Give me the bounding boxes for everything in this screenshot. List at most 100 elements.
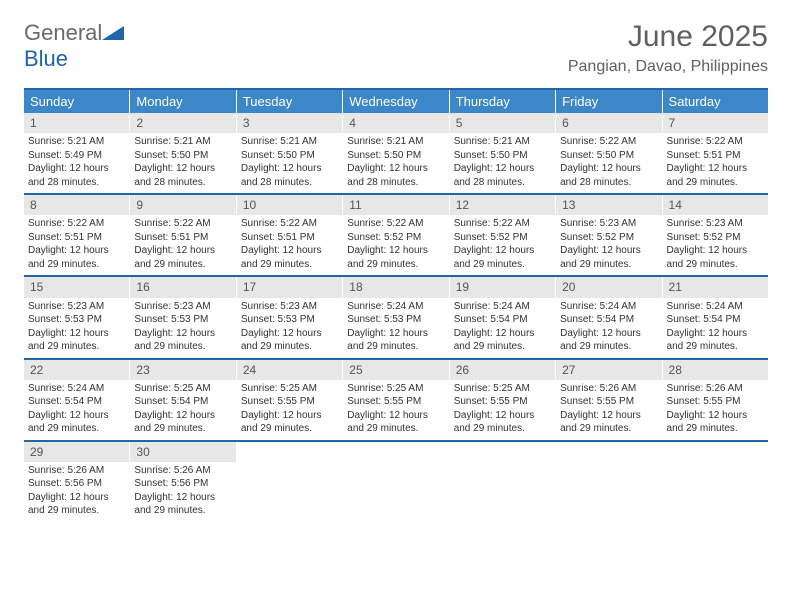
sunset-text: Sunset: 5:55 PM (454, 395, 551, 409)
sunset-text: Sunset: 5:54 PM (28, 395, 125, 409)
day-body: Sunrise: 5:22 AMSunset: 5:52 PMDaylight:… (450, 215, 555, 275)
sunrise-text: Sunrise: 5:21 AM (454, 135, 551, 149)
day-body: Sunrise: 5:22 AMSunset: 5:51 PMDaylight:… (663, 133, 768, 193)
sunset-text: Sunset: 5:54 PM (560, 313, 657, 327)
sunrise-text: Sunrise: 5:26 AM (667, 382, 764, 396)
day-cell: 24Sunrise: 5:25 AMSunset: 5:55 PMDayligh… (237, 360, 343, 440)
daylight-text: Daylight: 12 hours and 29 minutes. (667, 409, 764, 436)
day-cell: 20Sunrise: 5:24 AMSunset: 5:54 PMDayligh… (556, 277, 662, 357)
day-number: 1 (24, 113, 129, 133)
sunrise-text: Sunrise: 5:25 AM (241, 382, 338, 396)
week-row: 15Sunrise: 5:23 AMSunset: 5:53 PMDayligh… (24, 277, 768, 359)
day-number: 6 (556, 113, 661, 133)
day-cell: 6Sunrise: 5:22 AMSunset: 5:50 PMDaylight… (556, 113, 662, 193)
day-cell: 25Sunrise: 5:25 AMSunset: 5:55 PMDayligh… (343, 360, 449, 440)
day-cell: 13Sunrise: 5:23 AMSunset: 5:52 PMDayligh… (556, 195, 662, 275)
daylight-text: Daylight: 12 hours and 28 minutes. (347, 162, 444, 189)
day-body: Sunrise: 5:21 AMSunset: 5:49 PMDaylight:… (24, 133, 129, 193)
sunset-text: Sunset: 5:49 PM (28, 149, 125, 163)
day-cell: 5Sunrise: 5:21 AMSunset: 5:50 PMDaylight… (450, 113, 556, 193)
sunrise-text: Sunrise: 5:23 AM (560, 217, 657, 231)
day-number: 3 (237, 113, 342, 133)
day-number: 29 (24, 442, 129, 462)
daylight-text: Daylight: 12 hours and 28 minutes. (560, 162, 657, 189)
daylight-text: Daylight: 12 hours and 29 minutes. (241, 409, 338, 436)
day-body: Sunrise: 5:26 AMSunset: 5:55 PMDaylight:… (556, 380, 661, 440)
sunset-text: Sunset: 5:55 PM (667, 395, 764, 409)
week-row: 29Sunrise: 5:26 AMSunset: 5:56 PMDayligh… (24, 442, 768, 522)
day-number: 7 (663, 113, 768, 133)
day-cell: 15Sunrise: 5:23 AMSunset: 5:53 PMDayligh… (24, 277, 130, 357)
sunrise-text: Sunrise: 5:26 AM (560, 382, 657, 396)
day-number: 18 (343, 277, 448, 297)
calendar: SundayMondayTuesdayWednesdayThursdayFrid… (24, 88, 768, 522)
day-body: Sunrise: 5:22 AMSunset: 5:52 PMDaylight:… (343, 215, 448, 275)
day-number: 4 (343, 113, 448, 133)
sunrise-text: Sunrise: 5:22 AM (134, 217, 231, 231)
sunset-text: Sunset: 5:52 PM (454, 231, 551, 245)
sunset-text: Sunset: 5:51 PM (667, 149, 764, 163)
day-number: 25 (343, 360, 448, 380)
daylight-text: Daylight: 12 hours and 28 minutes. (454, 162, 551, 189)
day-cell: 8Sunrise: 5:22 AMSunset: 5:51 PMDaylight… (24, 195, 130, 275)
day-body: Sunrise: 5:25 AMSunset: 5:55 PMDaylight:… (237, 380, 342, 440)
daylight-text: Daylight: 12 hours and 29 minutes. (560, 327, 657, 354)
daylight-text: Daylight: 12 hours and 28 minutes. (134, 162, 231, 189)
day-body: Sunrise: 5:24 AMSunset: 5:53 PMDaylight:… (343, 298, 448, 358)
sunset-text: Sunset: 5:50 PM (560, 149, 657, 163)
sunrise-text: Sunrise: 5:22 AM (241, 217, 338, 231)
sunrise-text: Sunrise: 5:24 AM (454, 300, 551, 314)
day-number: 11 (343, 195, 448, 215)
day-header: Thursday (450, 90, 556, 113)
day-body: Sunrise: 5:23 AMSunset: 5:52 PMDaylight:… (663, 215, 768, 275)
day-cell: 19Sunrise: 5:24 AMSunset: 5:54 PMDayligh… (450, 277, 556, 357)
sunset-text: Sunset: 5:53 PM (134, 313, 231, 327)
day-cell: 3Sunrise: 5:21 AMSunset: 5:50 PMDaylight… (237, 113, 343, 193)
daylight-text: Daylight: 12 hours and 29 minutes. (134, 244, 231, 271)
day-header-row: SundayMondayTuesdayWednesdayThursdayFrid… (24, 90, 768, 113)
sunrise-text: Sunrise: 5:26 AM (28, 464, 125, 478)
daylight-text: Daylight: 12 hours and 29 minutes. (667, 244, 764, 271)
day-cell-empty (237, 442, 343, 522)
sunrise-text: Sunrise: 5:24 AM (347, 300, 444, 314)
month-title: June 2025 (568, 20, 768, 54)
daylight-text: Daylight: 12 hours and 29 minutes. (28, 327, 125, 354)
daylight-text: Daylight: 12 hours and 29 minutes. (241, 327, 338, 354)
day-cell: 2Sunrise: 5:21 AMSunset: 5:50 PMDaylight… (130, 113, 236, 193)
day-number: 17 (237, 277, 342, 297)
day-body: Sunrise: 5:21 AMSunset: 5:50 PMDaylight:… (237, 133, 342, 193)
daylight-text: Daylight: 12 hours and 28 minutes. (28, 162, 125, 189)
sunrise-text: Sunrise: 5:25 AM (454, 382, 551, 396)
daylight-text: Daylight: 12 hours and 29 minutes. (28, 409, 125, 436)
day-body: Sunrise: 5:23 AMSunset: 5:52 PMDaylight:… (556, 215, 661, 275)
calendar-body: 1Sunrise: 5:21 AMSunset: 5:49 PMDaylight… (24, 113, 768, 522)
day-cell: 10Sunrise: 5:22 AMSunset: 5:51 PMDayligh… (237, 195, 343, 275)
week-row: 8Sunrise: 5:22 AMSunset: 5:51 PMDaylight… (24, 195, 768, 277)
sunset-text: Sunset: 5:54 PM (134, 395, 231, 409)
day-cell: 18Sunrise: 5:24 AMSunset: 5:53 PMDayligh… (343, 277, 449, 357)
sunrise-text: Sunrise: 5:26 AM (134, 464, 231, 478)
sunset-text: Sunset: 5:52 PM (560, 231, 657, 245)
sunset-text: Sunset: 5:50 PM (347, 149, 444, 163)
day-cell: 30Sunrise: 5:26 AMSunset: 5:56 PMDayligh… (130, 442, 236, 522)
day-body: Sunrise: 5:22 AMSunset: 5:50 PMDaylight:… (556, 133, 661, 193)
sunrise-text: Sunrise: 5:24 AM (28, 382, 125, 396)
logo: GeneralBlue (24, 20, 124, 72)
day-cell-empty (450, 442, 556, 522)
sunset-text: Sunset: 5:52 PM (667, 231, 764, 245)
day-header: Tuesday (237, 90, 343, 113)
sunrise-text: Sunrise: 5:22 AM (28, 217, 125, 231)
daylight-text: Daylight: 12 hours and 29 minutes. (667, 162, 764, 189)
sunrise-text: Sunrise: 5:25 AM (347, 382, 444, 396)
logo-triangle-icon (102, 20, 124, 46)
day-body: Sunrise: 5:26 AMSunset: 5:56 PMDaylight:… (130, 462, 235, 522)
daylight-text: Daylight: 12 hours and 29 minutes. (347, 327, 444, 354)
daylight-text: Daylight: 12 hours and 29 minutes. (28, 491, 125, 518)
day-body: Sunrise: 5:22 AMSunset: 5:51 PMDaylight:… (24, 215, 129, 275)
daylight-text: Daylight: 12 hours and 29 minutes. (241, 244, 338, 271)
sunrise-text: Sunrise: 5:25 AM (134, 382, 231, 396)
day-body: Sunrise: 5:21 AMSunset: 5:50 PMDaylight:… (343, 133, 448, 193)
day-number: 23 (130, 360, 235, 380)
sunrise-text: Sunrise: 5:22 AM (454, 217, 551, 231)
day-body: Sunrise: 5:21 AMSunset: 5:50 PMDaylight:… (130, 133, 235, 193)
